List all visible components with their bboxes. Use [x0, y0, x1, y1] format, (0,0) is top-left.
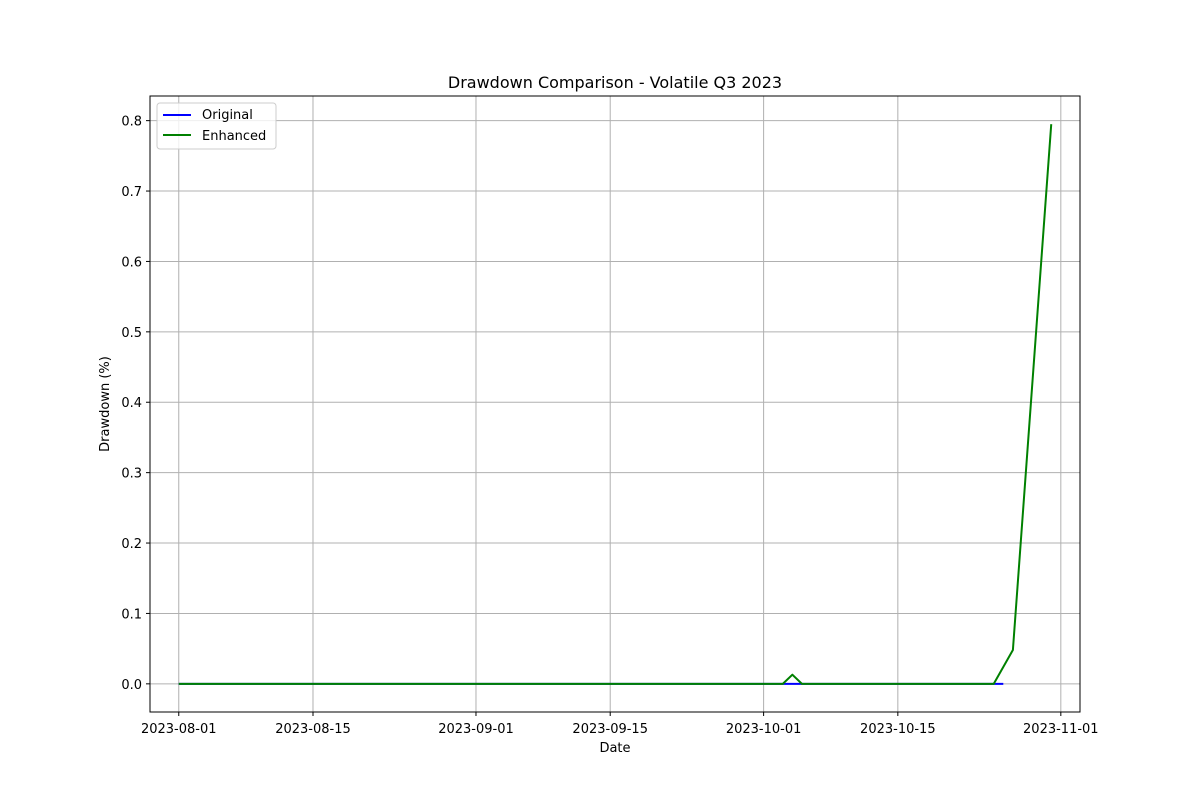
x-tick-label: 2023-08-01: [141, 722, 217, 737]
x-tick-label: 2023-08-15: [275, 722, 351, 737]
y-tick-label: 0.1: [121, 607, 142, 622]
series-line-enhanced: [178, 124, 1053, 685]
tick-layer: 2023-08-01 2023-08-15 2023-09-01 2023-09-15…: [121, 115, 1098, 737]
x-tick-label: 2023-10-01: [726, 722, 802, 737]
legend-label-original: Original: [202, 108, 253, 123]
x-tick-label: 2023-09-01: [438, 722, 514, 737]
y-tick-label: 0.5: [121, 326, 142, 341]
y-tick-label: 0.8: [121, 115, 142, 130]
y-tick-label: 0.7: [121, 185, 142, 200]
x-tick-label: 2023-10-15: [860, 722, 936, 737]
x-tick-label: 2023-09-15: [572, 722, 648, 737]
y-tick-label: 0.0: [121, 678, 142, 693]
x-tick-label: 2023-11-01: [1023, 722, 1099, 737]
y-tick-label: 0.3: [121, 467, 142, 482]
y-axis-label: Drawdown (%): [98, 356, 113, 452]
chart-title: Drawdown Comparison - Volatile Q3 2023: [448, 73, 782, 92]
y-tick-label: 0.2: [121, 537, 142, 552]
legend-label-enhanced: Enhanced: [202, 129, 266, 144]
series-layer: [178, 124, 1053, 685]
plot-area-frame: [149, 95, 1081, 713]
y-tick-label: 0.6: [121, 255, 142, 270]
x-axis-label: Date: [599, 741, 630, 756]
legend: Original Enhanced: [156, 102, 277, 150]
y-tick-label: 0.4: [121, 396, 142, 411]
